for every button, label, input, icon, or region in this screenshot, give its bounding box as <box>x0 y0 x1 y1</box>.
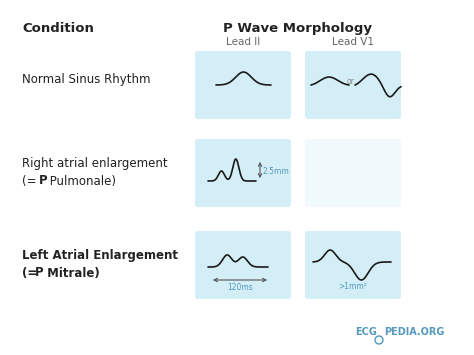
FancyBboxPatch shape <box>195 139 291 207</box>
Text: P: P <box>39 175 47 187</box>
Text: Lead V1: Lead V1 <box>332 37 374 47</box>
FancyBboxPatch shape <box>195 231 291 299</box>
FancyBboxPatch shape <box>195 51 291 119</box>
Text: ECG: ECG <box>355 327 377 337</box>
Text: Lead II: Lead II <box>226 37 260 47</box>
Text: (=: (= <box>22 267 37 279</box>
FancyBboxPatch shape <box>305 231 401 299</box>
FancyBboxPatch shape <box>305 51 401 119</box>
Text: Condition: Condition <box>22 22 94 35</box>
Text: PEDIA.ORG: PEDIA.ORG <box>384 327 444 337</box>
Text: 2.5mm: 2.5mm <box>263 166 290 175</box>
Text: 120ms: 120ms <box>227 283 253 292</box>
Text: P Wave Morphology: P Wave Morphology <box>224 22 373 35</box>
FancyBboxPatch shape <box>305 139 401 207</box>
Text: (=: (= <box>22 175 40 187</box>
Text: P: P <box>35 267 44 279</box>
Text: Mitrale): Mitrale) <box>43 267 100 279</box>
Text: Left Atrial Enlargement: Left Atrial Enlargement <box>22 248 178 262</box>
Text: Right atrial enlargement: Right atrial enlargement <box>22 157 168 169</box>
Text: Normal Sinus Rhythm: Normal Sinus Rhythm <box>22 73 151 87</box>
Text: Pulmonale): Pulmonale) <box>46 175 116 187</box>
Text: or: or <box>347 77 355 87</box>
Text: >1mm²: >1mm² <box>338 282 367 291</box>
